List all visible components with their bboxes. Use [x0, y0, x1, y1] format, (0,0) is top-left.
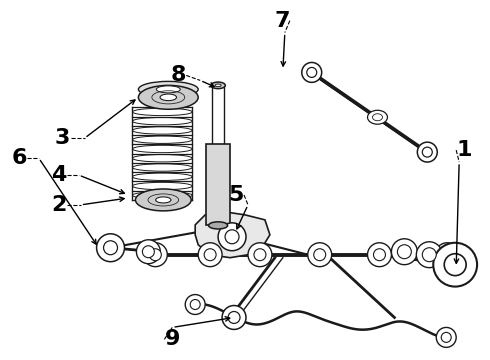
Polygon shape — [195, 212, 270, 258]
Circle shape — [416, 242, 442, 268]
Circle shape — [254, 249, 266, 261]
Circle shape — [307, 67, 317, 77]
Circle shape — [225, 230, 239, 244]
Circle shape — [97, 234, 124, 262]
Circle shape — [368, 243, 392, 267]
Circle shape — [228, 311, 240, 323]
Ellipse shape — [160, 94, 176, 100]
Ellipse shape — [215, 84, 221, 87]
Circle shape — [204, 249, 216, 261]
Text: 7: 7 — [274, 10, 290, 31]
Circle shape — [441, 249, 453, 261]
Text: 4: 4 — [51, 165, 67, 185]
Circle shape — [392, 239, 417, 265]
Circle shape — [103, 241, 118, 255]
Text: 3: 3 — [55, 128, 71, 148]
Text: 1: 1 — [456, 140, 472, 160]
Circle shape — [422, 248, 436, 262]
Ellipse shape — [156, 86, 180, 93]
Circle shape — [143, 246, 154, 258]
Circle shape — [417, 142, 437, 162]
Ellipse shape — [372, 114, 383, 121]
Circle shape — [436, 328, 456, 347]
Text: 2: 2 — [51, 195, 67, 215]
Text: 5: 5 — [228, 185, 244, 205]
Circle shape — [308, 243, 332, 267]
Circle shape — [314, 249, 326, 261]
Circle shape — [302, 62, 322, 82]
Circle shape — [222, 306, 246, 329]
Circle shape — [441, 332, 451, 342]
Circle shape — [433, 243, 477, 287]
Circle shape — [218, 223, 246, 251]
Ellipse shape — [135, 189, 191, 211]
Ellipse shape — [138, 85, 198, 109]
Circle shape — [397, 245, 412, 259]
Ellipse shape — [156, 197, 171, 203]
Circle shape — [422, 147, 432, 157]
Circle shape — [190, 300, 200, 310]
Circle shape — [373, 249, 386, 261]
Circle shape — [144, 243, 167, 267]
Ellipse shape — [209, 222, 228, 229]
Ellipse shape — [211, 82, 225, 89]
Circle shape — [185, 294, 205, 315]
Bar — [206, 144, 230, 225]
Circle shape — [435, 243, 459, 267]
Ellipse shape — [368, 110, 388, 124]
Text: 9: 9 — [165, 329, 180, 350]
Ellipse shape — [138, 81, 198, 97]
Text: 8: 8 — [171, 66, 186, 85]
Circle shape — [248, 243, 272, 267]
Text: 6: 6 — [11, 148, 26, 168]
Circle shape — [136, 240, 160, 264]
Circle shape — [149, 249, 161, 261]
Circle shape — [444, 254, 466, 276]
Bar — [212, 85, 224, 150]
Circle shape — [198, 243, 222, 267]
